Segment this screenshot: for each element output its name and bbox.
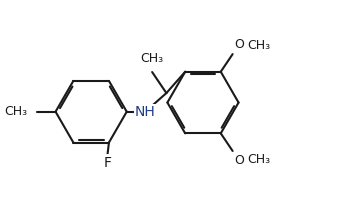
Text: NH: NH	[135, 105, 156, 119]
Text: CH₃: CH₃	[247, 39, 270, 52]
Text: CH₃: CH₃	[247, 153, 270, 166]
Text: O: O	[234, 38, 244, 51]
Text: CH₃: CH₃	[140, 52, 164, 65]
Text: CH₃: CH₃	[4, 105, 27, 118]
Text: F: F	[103, 155, 111, 170]
Text: O: O	[234, 154, 244, 167]
